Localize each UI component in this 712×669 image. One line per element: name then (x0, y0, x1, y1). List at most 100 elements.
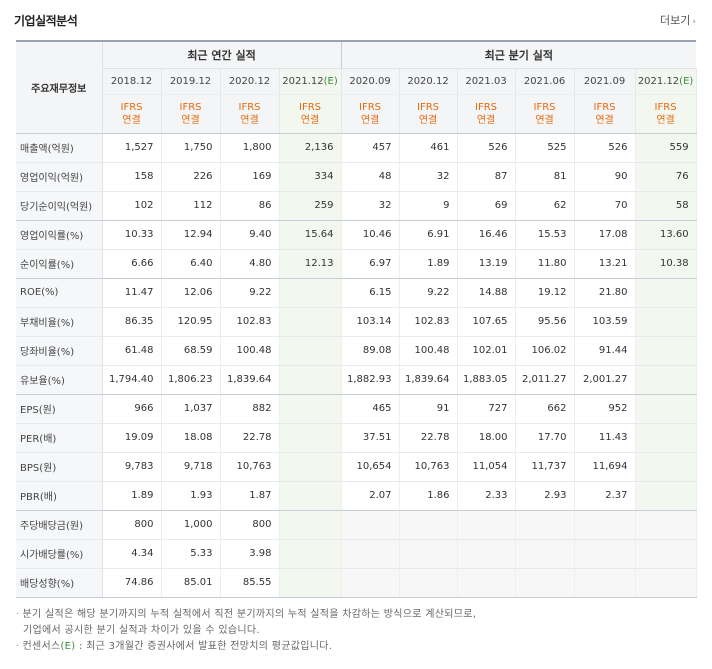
group-header-row: 주요재무정보 최근 연간 실적 최근 분기 실적 (16, 41, 697, 134)
quarter-value-cell (635, 307, 697, 337)
annual-value-cell: 1.89 (102, 481, 162, 511)
footnote-1-cont: 기업에서 공시한 분기 실적과 차이가 있을 수 있습니다. (16, 623, 696, 639)
annual-value-cell: 1,750 (161, 133, 221, 163)
table-header: 주요재무정보 최근 연간 실적 최근 분기 실적 2018.12 2019.12 2020… (16, 41, 697, 134)
quarter-value-cell: 62 (515, 191, 575, 221)
quarter-value-cell: 91 (399, 394, 458, 424)
ifrs-label: IFRS 연결 (635, 94, 697, 134)
quarter-value-cell: 9.22 (399, 278, 458, 308)
footnote-2-post: : 최근 3개월간 증권사에서 발표한 전망치의 평균값입니다. (79, 640, 333, 652)
quarter-value-cell: 1,883.05 (457, 365, 516, 395)
quarter-value-cell: 22.78 (399, 423, 458, 453)
quarter-value-cell: 19.12 (515, 278, 575, 308)
annual-value-cell: 86.35 (102, 307, 162, 337)
quarter-value-cell: 1,839.64 (399, 365, 458, 395)
quarter-value-cell: 100.48 (399, 336, 458, 366)
footnote-1-cont-text: 기업에서 공시한 분기 실적과 차이가 있을 수 있습니다. (23, 624, 260, 636)
annual-value-cell: 100.48 (220, 336, 280, 366)
quarter-value-cell (515, 510, 575, 540)
quarter-value-cell: 106.02 (515, 336, 575, 366)
footnote-2-flag: (E) (60, 640, 76, 652)
annual-value-cell: 259 (279, 191, 342, 221)
estimate-flag: (E) (323, 75, 338, 87)
quarter-period-header: 2021.09 (574, 68, 636, 95)
row-label: 영업이익률(%) (16, 220, 103, 250)
annual-value-cell: 12.94 (161, 220, 221, 250)
quarter-value-cell: 15.53 (515, 220, 575, 250)
row-label: 당좌비율(%) (16, 336, 103, 366)
quarter-value-cell: 727 (457, 394, 516, 424)
ifrs-top: IFRS (238, 101, 261, 113)
annual-value-cell: 11.47 (102, 278, 162, 308)
ifrs-bottom: 연결 (535, 114, 554, 126)
quarter-value-cell: 58 (635, 191, 697, 221)
period-label: 2021.12 (282, 75, 324, 87)
annual-value-cell (279, 278, 342, 308)
quarter-period-header: 2020.09 (340, 68, 400, 95)
quarter-value-cell (635, 539, 697, 569)
annual-value-cell: 102 (102, 191, 162, 221)
annual-value-cell: 882 (220, 394, 280, 424)
ifrs-bottom: 연결 (181, 114, 200, 126)
quarter-value-cell (457, 568, 516, 598)
ifrs-bottom: 연결 (418, 114, 438, 126)
annual-value-cell: 112 (161, 191, 221, 221)
quarter-value-cell: 10.38 (635, 249, 697, 279)
annual-value-cell (279, 510, 342, 540)
ifrs-label: IFRS 연결 (515, 94, 575, 134)
quarter-period-header: 2021.03 (457, 68, 516, 95)
annual-value-cell: 1,806.23 (161, 365, 221, 395)
quarter-value-cell (457, 510, 516, 540)
panel-title: 기업실적분석 (14, 13, 78, 28)
quarter-value-cell: 76 (635, 162, 697, 192)
period-label: 2018.12 (110, 75, 153, 87)
period-label: 2020.09 (349, 75, 391, 87)
table-row: 당기순이익(억원) 102 112 86 259 32 9 69 62 70 58 (16, 191, 697, 221)
annual-value-cell: 1,839.64 (220, 365, 280, 395)
quarter-value-cell: 13.21 (574, 249, 636, 279)
annual-value-cell: 6.66 (102, 249, 162, 279)
ifrs-top: IFRS (120, 101, 143, 113)
annual-value-cell (279, 423, 342, 453)
footnote-1-text: 분기 실적은 해당 분기까지의 누적 실적에서 직전 분기까지의 누적 실적을 … (22, 608, 477, 620)
annual-value-cell: 158 (102, 162, 162, 192)
quarter-value-cell: 461 (399, 133, 458, 163)
quarter-value-cell: 13.19 (457, 249, 516, 279)
annual-value-cell: 1,800 (220, 133, 280, 163)
annual-value-cell: 12.13 (279, 249, 342, 279)
row-label: 주당배당금(원) (16, 510, 103, 540)
more-link[interactable]: 더보기 › (660, 12, 696, 28)
annual-value-cell: 19.09 (102, 423, 162, 453)
quarter-value-cell (340, 539, 400, 569)
annual-value-cell: 22.78 (220, 423, 280, 453)
ifrs-bottom: 연결 (595, 114, 614, 126)
quarter-value-cell: 559 (635, 133, 697, 163)
row-label: 매출액(억원) (16, 133, 103, 163)
period-label: 2021.12 (637, 75, 680, 87)
quarter-value-cell: 21.80 (574, 278, 636, 308)
table-row: PBR(배) 1.89 1.93 1.87 2.07 1.86 2.33 2.93 2.37 (16, 481, 697, 511)
panel-header: 기업실적분석 더보기 › (14, 0, 696, 40)
annual-value-cell: 3.98 (220, 539, 280, 569)
quarter-value-cell: 16.46 (457, 220, 516, 250)
table-row: 당좌비율(%) 61.48 68.59 100.48 89.08 100.48 102.01… (16, 336, 697, 366)
annual-value-cell: 1.93 (161, 481, 221, 511)
quarter-value-cell: 952 (574, 394, 636, 424)
annual-value-cell: 169 (220, 162, 280, 192)
row-label: PBR(배) (16, 481, 103, 511)
quarter-value-cell: 526 (457, 133, 516, 163)
period-label: 2020.12 (407, 75, 449, 87)
annual-value-cell (279, 365, 342, 395)
annual-value-cell (279, 539, 342, 569)
quarter-value-cell: 525 (515, 133, 575, 163)
quarter-value-cell: 14.88 (457, 278, 516, 308)
row-label: 영업이익(억원) (16, 162, 103, 192)
annual-value-cell: 85.01 (161, 568, 221, 598)
quarter-value-cell: 1,882.93 (340, 365, 400, 395)
annual-value-cell: 1,037 (161, 394, 221, 424)
period-label: 2021.09 (583, 75, 626, 87)
quarter-value-cell (457, 539, 516, 569)
annual-value-cell: 18.08 (161, 423, 221, 453)
ifrs-label: IFRS 연결 (399, 94, 458, 134)
